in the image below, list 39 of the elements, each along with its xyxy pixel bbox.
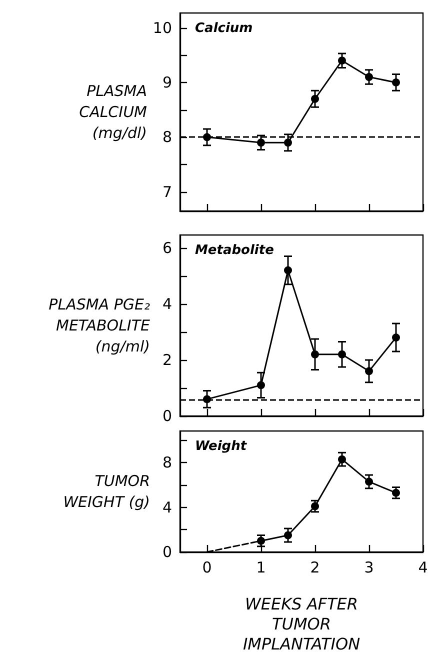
y-axis-title: PLASMA CALCIUM (mg/dl) [79, 82, 148, 142]
point [284, 531, 292, 540]
point [257, 138, 265, 147]
y-tick-label: 8 [162, 454, 172, 472]
point [257, 381, 265, 390]
y-tick-label: 4 [162, 498, 172, 516]
y-tick-label: 0 [162, 543, 172, 561]
y-tick-label: 2 [162, 350, 172, 369]
point [311, 350, 319, 358]
x-axis-title: WEEKS AFTER TUMOR IMPLANTATION [242, 594, 360, 654]
x-tick-label: 3 [364, 558, 374, 576]
point [392, 334, 400, 342]
x-tick-label: 2 [310, 558, 320, 576]
point [365, 367, 373, 376]
point [311, 94, 319, 103]
y-tick-label: 9 [162, 73, 172, 92]
y-tick-label: 8 [162, 128, 172, 146]
point [365, 72, 373, 81]
point [284, 138, 292, 147]
point [284, 266, 292, 274]
y-tick-label: 4 [162, 294, 172, 313]
point [392, 78, 400, 86]
point [257, 536, 265, 545]
x-tick-label: 4 [418, 558, 428, 576]
point [338, 350, 346, 358]
point [338, 455, 346, 464]
y-tick-label: 6 [162, 238, 172, 257]
y-tick-label: 10 [152, 18, 172, 37]
text: Weight [195, 439, 248, 454]
point [338, 56, 346, 65]
text: Metabolite [195, 243, 274, 258]
y-tick-label: 0 [162, 407, 172, 425]
x-tick-label: 1 [256, 558, 266, 576]
y-axis-title: TUMOR WEIGHT (g) [63, 472, 150, 511]
point [365, 478, 373, 486]
y-axis-title: PLASMA PGE₂ METABOLITE (ng/ml) [48, 296, 151, 356]
y-tick-label: 7 [162, 182, 172, 201]
text: Calcium [195, 21, 253, 36]
x-tick-label: 0 [202, 558, 212, 576]
